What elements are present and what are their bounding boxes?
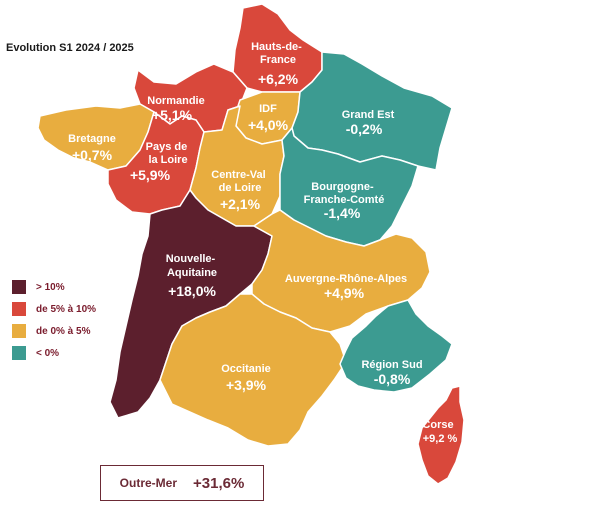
legend: > 10% de 5% à 10% de 0% à 5% < 0%	[12, 276, 96, 364]
label-name-bfc: Bourgogne- Franche-Comté	[304, 181, 385, 206]
label-value-ara: +4,9%	[324, 285, 365, 301]
label-name-corse: Corse	[422, 419, 453, 431]
outre-mer-box: Outre-Mer +31,6%	[100, 465, 264, 501]
label-name-idf: IDF	[259, 103, 277, 115]
label-name-na: Nouvelle- Aquitaine	[166, 253, 219, 279]
label-name-hdf: Hauts-de- France	[251, 41, 305, 66]
label-value-idf: +4,0%	[248, 117, 289, 133]
label-value-cvl: +2,1%	[220, 196, 261, 212]
label-name-grandest: Grand Est	[342, 109, 395, 121]
label-value-bfc: -1,4%	[324, 205, 361, 221]
region-sud[interactable]	[339, 299, 453, 393]
region-bourgogne-franche-comte[interactable]	[279, 127, 419, 247]
label-value-occitanie: +3,9%	[226, 377, 267, 393]
label-name-pdl: Pays de la Loire	[146, 141, 191, 166]
outre-mer-value: +31,6%	[193, 474, 245, 492]
legend-label: de 0% à 5%	[36, 325, 91, 337]
label-name-normandie: Normandie	[147, 95, 204, 107]
legend-item: de 0% à 5%	[12, 320, 96, 342]
label-value-sud: -0,8%	[374, 371, 411, 387]
legend-swatch	[12, 346, 26, 360]
region-occitanie[interactable]	[159, 293, 347, 447]
legend-swatch	[12, 324, 26, 338]
legend-item: de 5% à 10%	[12, 298, 96, 320]
label-value-normandie: +5,1%	[152, 107, 193, 123]
legend-swatch	[12, 280, 26, 294]
label-value-grandest: -0,2%	[346, 121, 383, 137]
legend-item: < 0%	[12, 342, 96, 364]
label-value-bretagne: +0,7%	[72, 147, 113, 163]
label-value-hdf: +6,2%	[258, 71, 299, 87]
legend-label: < 0%	[36, 347, 60, 359]
map-title: Evolution S1 2024 / 2025	[6, 42, 134, 54]
label-name-sud: Région Sud	[361, 359, 422, 371]
label-value-pdl: +5,9%	[130, 167, 171, 183]
region-corse[interactable]	[417, 385, 465, 485]
label-name-occitanie: Occitanie	[221, 363, 271, 375]
legend-label: de 5% à 10%	[36, 303, 97, 315]
label-name-cvl: Centre-Val de Loire	[211, 169, 268, 194]
legend-swatch	[12, 302, 26, 316]
label-name-ara: Auvergne-Rhône-Alpes	[285, 273, 407, 285]
legend-label: > 10%	[36, 281, 65, 293]
label-name-bretagne: Bretagne	[68, 133, 116, 145]
outre-mer-label: Outre-Mer	[119, 476, 178, 490]
legend-item: > 10%	[12, 276, 96, 298]
label-value-corse: +9,2 %	[423, 433, 458, 445]
label-value-na: +18,0%	[168, 283, 216, 299]
